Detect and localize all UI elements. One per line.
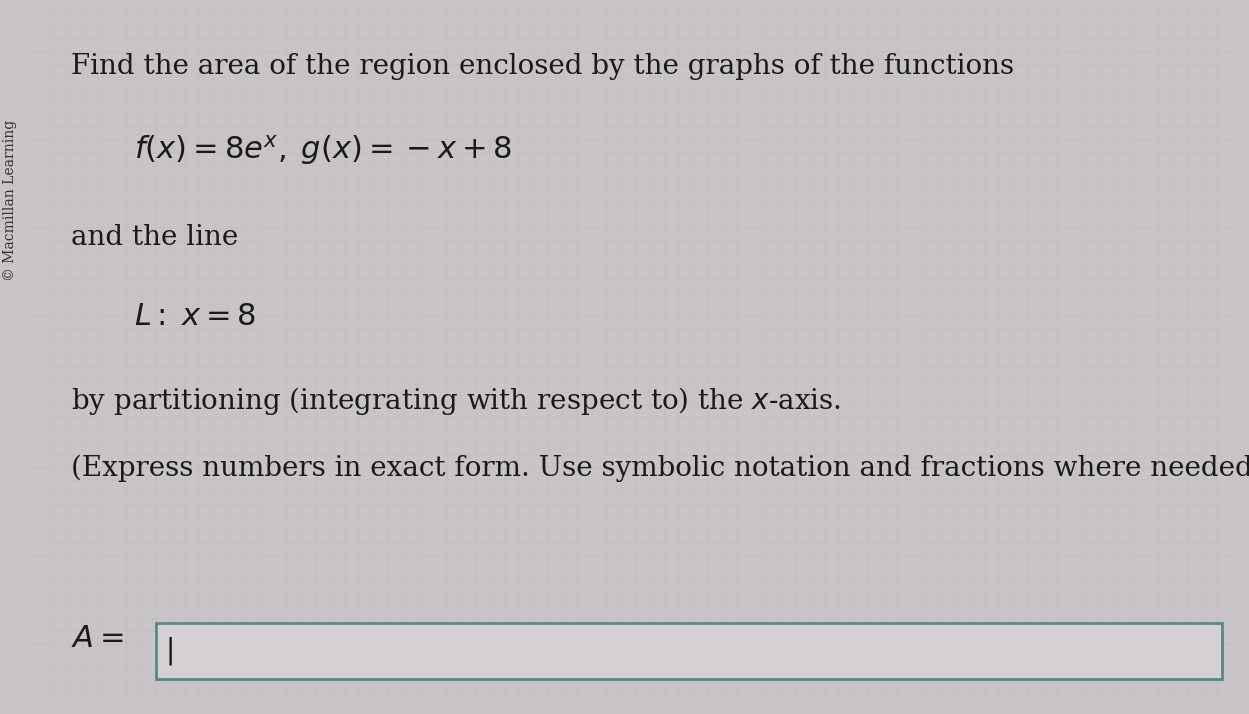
Text: (Express numbers in exact form. Use symbolic notation and fractions where needed: (Express numbers in exact form. Use symb… xyxy=(71,455,1249,483)
FancyBboxPatch shape xyxy=(156,623,1222,679)
Text: $L{:}\; x = 8$: $L{:}\; x = 8$ xyxy=(134,301,256,332)
Text: |: | xyxy=(166,637,175,665)
Text: © Macmillan Learning: © Macmillan Learning xyxy=(2,119,17,281)
Text: Find the area of the region enclosed by the graphs of the functions: Find the area of the region enclosed by … xyxy=(71,53,1014,80)
Text: $f(x) = 8e^{x},\; g(x) = -x + 8$: $f(x) = 8e^{x},\; g(x) = -x + 8$ xyxy=(134,133,512,167)
Text: $A =$: $A =$ xyxy=(71,623,124,654)
Text: by partitioning (integrating with respect to) the $x$-axis.: by partitioning (integrating with respec… xyxy=(71,385,842,417)
Text: and the line: and the line xyxy=(71,224,239,251)
